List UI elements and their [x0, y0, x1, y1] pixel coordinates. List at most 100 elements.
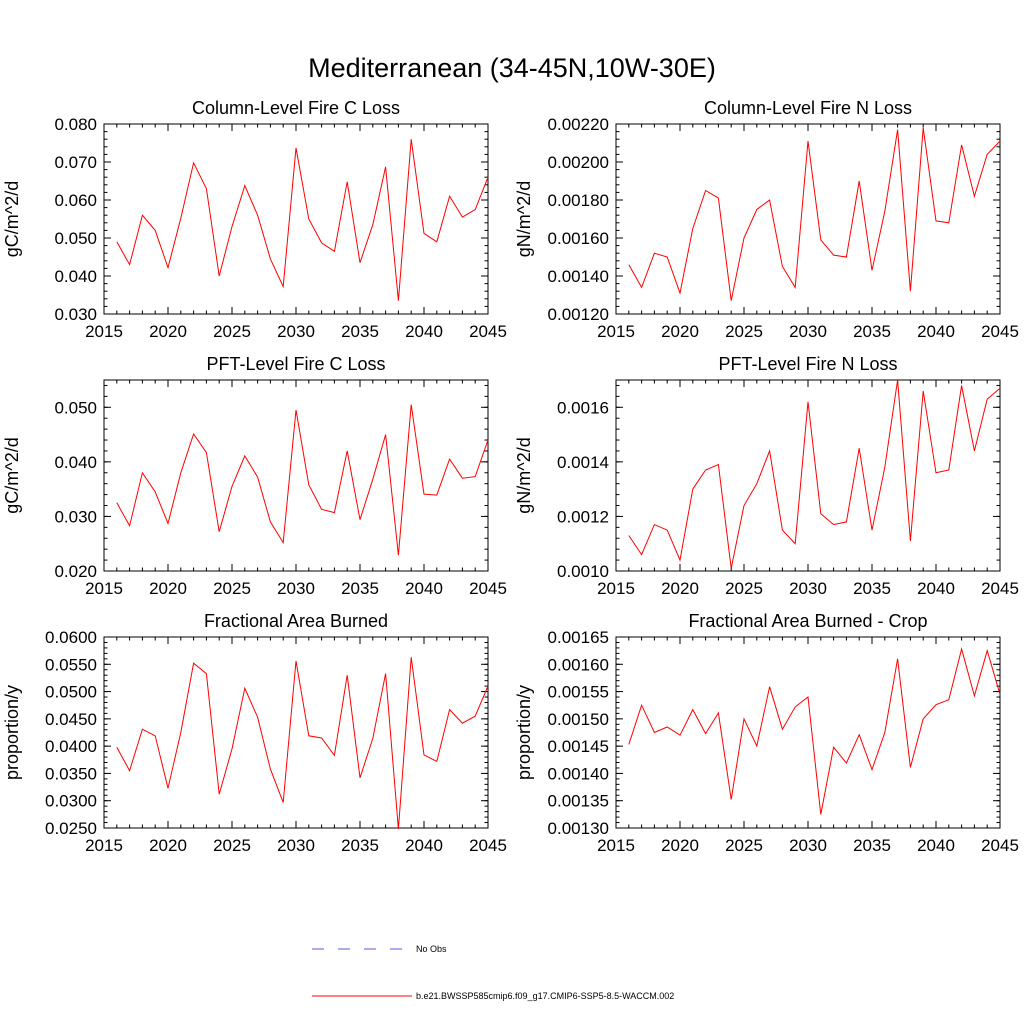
x-tick-label: 2035 — [341, 322, 379, 341]
x-tick-label: 2015 — [85, 322, 123, 341]
series-line — [628, 647, 1001, 815]
x-tick-label: 2040 — [405, 322, 443, 341]
x-tick-label: 2040 — [405, 579, 443, 598]
y-tick-label: 0.050 — [54, 398, 97, 417]
x-tick-label: 2030 — [789, 836, 827, 855]
y-tick-label: 0.00160 — [548, 655, 609, 674]
chart-title: Column-Level Fire C Loss — [192, 98, 400, 118]
y-tick-label: 0.0012 — [557, 507, 609, 526]
series-line — [116, 139, 489, 301]
chart-panel-4: PFT-Level Fire N Loss gN/m^2/d 2015 2020 202… — [514, 354, 1019, 598]
x-tick-label: 2040 — [917, 579, 955, 598]
x-tick-label: 2020 — [149, 322, 187, 341]
chart-panel-5: Fractional Area Burned proportion/y 2015 20… — [2, 611, 507, 855]
x-tick-label: 2015 — [85, 836, 123, 855]
x-tick-label: 2030 — [277, 579, 315, 598]
chart-panel-1: Column-Level Fire C Loss gC/m^2/d 2015 2020… — [2, 98, 507, 341]
x-tick-label: 2045 — [469, 322, 507, 341]
y-tick-label: 0.0450 — [45, 710, 97, 729]
y-tick-label: 0.070 — [54, 153, 97, 172]
chart-panel-2: Column-Level Fire N Loss gN/m^2/d 2015 2020… — [514, 98, 1019, 341]
x-tick-label: 2030 — [277, 836, 315, 855]
x-tick-label: 2020 — [661, 322, 699, 341]
x-tick-label: 2015 — [597, 836, 635, 855]
y-tick-label: 0.0014 — [557, 453, 609, 472]
y-tick-label: 0.00140 — [548, 267, 609, 286]
chart-title: Column-Level Fire N Loss — [704, 98, 912, 118]
y-axis-label: proportion/y — [514, 685, 534, 780]
x-tick-label: 2045 — [981, 836, 1019, 855]
x-tick-label: 2035 — [853, 322, 891, 341]
x-tick-label: 2015 — [597, 322, 635, 341]
x-tick-label: 2040 — [405, 836, 443, 855]
y-tick-label: 0.0400 — [45, 737, 97, 756]
y-axis-label: gN/m^2/d — [514, 181, 534, 257]
series-line — [628, 127, 1001, 301]
x-tick-label: 2025 — [725, 579, 763, 598]
x-tick-label: 2035 — [341, 579, 379, 598]
x-tick-label: 2045 — [981, 322, 1019, 341]
y-tick-label: 0.00120 — [548, 305, 609, 324]
y-tick-label: 0.00140 — [548, 764, 609, 783]
y-tick-label: 0.00180 — [548, 191, 609, 210]
x-tick-label: 2030 — [789, 322, 827, 341]
y-tick-label: 0.080 — [54, 115, 97, 134]
x-tick-label: 2040 — [917, 322, 955, 341]
y-tick-label: 0.00135 — [548, 792, 609, 811]
x-tick-label: 2035 — [341, 836, 379, 855]
x-tick-label: 2035 — [853, 579, 891, 598]
y-tick-label: 0.00165 — [548, 628, 609, 647]
x-tick-label: 2040 — [917, 836, 955, 855]
y-axis-label: proportion/y — [2, 685, 22, 780]
x-tick-label: 2045 — [981, 579, 1019, 598]
y-tick-label: 0.00200 — [548, 153, 609, 172]
y-tick-label: 0.00155 — [548, 683, 609, 702]
series-line — [116, 404, 489, 556]
chart-panel-6: Fractional Area Burned - Crop proportion/… — [514, 611, 1019, 855]
y-axis-label: gC/m^2/d — [2, 181, 22, 257]
y-tick-label: 0.060 — [54, 191, 97, 210]
y-tick-label: 0.00130 — [548, 819, 609, 838]
chart-title: PFT-Level Fire C Loss — [206, 354, 385, 374]
y-tick-label: 0.030 — [54, 305, 97, 324]
x-tick-label: 2035 — [853, 836, 891, 855]
x-tick-label: 2020 — [661, 836, 699, 855]
y-tick-label: 0.0250 — [45, 819, 97, 838]
x-tick-label: 2025 — [213, 836, 251, 855]
chart-title: Fractional Area Burned - Crop — [688, 611, 927, 631]
y-tick-label: 0.040 — [54, 453, 97, 472]
x-tick-label: 2025 — [725, 322, 763, 341]
x-tick-label: 2015 — [597, 579, 635, 598]
y-tick-label: 0.00145 — [548, 737, 609, 756]
y-axis-label: gC/m^2/d — [2, 437, 22, 513]
y-tick-label: 0.0600 — [45, 628, 97, 647]
series-line — [116, 657, 489, 830]
y-tick-label: 0.0010 — [557, 562, 609, 581]
y-tick-label: 0.0550 — [45, 655, 97, 674]
y-tick-label: 0.030 — [54, 507, 97, 526]
y-tick-label: 0.00160 — [548, 229, 609, 248]
legend: No Obs b.e21.BWSSP585cmip6.f09_g17.CMIP6… — [312, 944, 674, 1001]
x-tick-label: 2025 — [725, 836, 763, 855]
figure-title: Mediterranean (34-45N,10W-30E) — [308, 53, 716, 83]
x-tick-label: 2015 — [85, 579, 123, 598]
y-tick-label: 0.0500 — [45, 683, 97, 702]
chart-title: Fractional Area Burned — [204, 611, 388, 631]
x-tick-label: 2025 — [213, 579, 251, 598]
legend-label-no-obs: No Obs — [416, 944, 447, 954]
y-tick-label: 0.0300 — [45, 792, 97, 811]
x-tick-label: 2020 — [149, 836, 187, 855]
x-tick-label: 2025 — [213, 322, 251, 341]
y-tick-label: 0.00220 — [548, 115, 609, 134]
y-tick-label: 0.020 — [54, 562, 97, 581]
y-tick-label: 0.0350 — [45, 764, 97, 783]
x-tick-label: 2020 — [661, 579, 699, 598]
x-tick-label: 2030 — [789, 579, 827, 598]
y-tick-label: 0.00150 — [548, 710, 609, 729]
chart-panel-3: PFT-Level Fire C Loss gC/m^2/d 2015 2020 202… — [2, 354, 507, 598]
panels: Column-Level Fire C Loss gC/m^2/d 2015 2020… — [2, 98, 1019, 855]
chart-title: PFT-Level Fire N Loss — [718, 354, 897, 374]
y-tick-label: 0.0016 — [557, 398, 609, 417]
x-tick-label: 2020 — [149, 579, 187, 598]
